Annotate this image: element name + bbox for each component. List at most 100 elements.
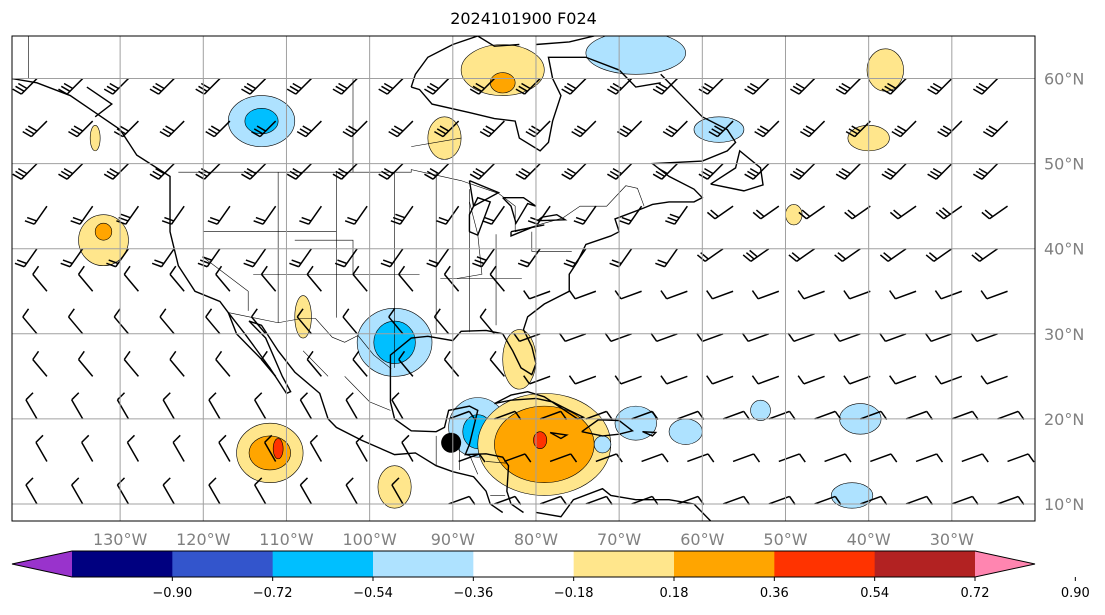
wind-barb: [798, 205, 826, 220]
wind-barb: [169, 350, 185, 377]
wind-barb: [489, 350, 505, 377]
wind-barb: [561, 78, 587, 95]
colorbar-segment: [72, 551, 173, 577]
coastline: [535, 487, 712, 521]
wind-barb: [71, 477, 84, 505]
anomaly-region: [830, 482, 874, 509]
wind-barb: [797, 290, 825, 300]
political-border: [302, 350, 329, 377]
wind-barb: [205, 120, 231, 138]
wind-barb: [972, 78, 999, 95]
wind-barb: [159, 120, 185, 138]
political-border: [531, 231, 572, 252]
wind-barb: [390, 205, 414, 225]
wind-barb: [424, 78, 450, 95]
political-border: [486, 461, 507, 464]
wind-barb: [814, 495, 842, 506]
wind-barb: [434, 120, 460, 138]
wind-barb: [741, 332, 770, 343]
colorbar-tick-label: 0.54: [860, 586, 889, 601]
wind-barb: [568, 290, 597, 300]
anomaly-region: [866, 48, 904, 92]
wind-barb: [778, 453, 806, 463]
coastline: [535, 36, 595, 46]
wind-barb: [641, 453, 669, 463]
wind-barb: [905, 495, 934, 506]
gridline-layer: [12, 36, 1035, 521]
wind-barb: [67, 308, 84, 335]
wind-barb: [905, 410, 934, 420]
colorbar-tick-label: −0.90: [152, 586, 192, 601]
anomaly-region: [460, 44, 545, 96]
longitude-label: 110°W: [259, 530, 314, 549]
wind-barb: [835, 78, 861, 95]
wind-barb: [113, 308, 130, 335]
wind-barb: [103, 163, 129, 180]
longitude-label: 90°W: [431, 530, 475, 549]
wind-barb: [208, 392, 221, 420]
wind-barb: [881, 163, 907, 180]
wind-barb: [961, 453, 989, 463]
wind-barb: [568, 375, 597, 385]
wind-barb: [523, 375, 551, 385]
wind-barb: [116, 392, 130, 420]
anomaly-region: [89, 125, 101, 152]
wind-barb: [970, 332, 998, 343]
longitude-label: 70°W: [597, 530, 641, 549]
wind-barb: [997, 495, 1025, 506]
latitude-label: 60°N: [1044, 70, 1084, 89]
wind-barb: [448, 410, 476, 420]
political-border: [294, 239, 354, 275]
anomaly-region: [785, 204, 803, 226]
coastline: [477, 36, 520, 47]
wind-barb: [751, 375, 780, 385]
wind-barb: [264, 434, 277, 462]
wind-barb: [860, 495, 888, 506]
wind-barb: [788, 248, 816, 262]
wind-barb: [77, 265, 94, 292]
wind-barb: [345, 477, 358, 505]
latitude-label: 50°N: [1044, 155, 1084, 174]
wind-barb: [982, 120, 1009, 138]
wind-barb: [504, 453, 532, 463]
colorbar-tick-label: −0.18: [554, 586, 594, 601]
wind-barb: [972, 163, 999, 180]
wind-barb: [309, 434, 323, 462]
wind-barb: [515, 163, 541, 180]
wind-barb: [744, 163, 770, 180]
wind-barb: [706, 375, 734, 385]
latitude-labels: 60°N 50°N 40°N 30°N 20°N 10°N: [1044, 70, 1084, 514]
wind-barb: [824, 453, 852, 463]
wind-barb: [513, 332, 541, 343]
wind-barb: [799, 120, 826, 138]
wind-barb: [744, 78, 770, 95]
wind-barb: [614, 375, 642, 385]
colorbar-tick-label: 0.90: [1061, 586, 1090, 601]
wind-barb: [742, 248, 770, 262]
wind-barb: [448, 495, 476, 506]
wind-barb: [391, 477, 404, 505]
wind-barb: [149, 163, 175, 180]
wind-barb: [891, 120, 917, 138]
wind-barb: [77, 350, 94, 377]
wind-barb: [494, 495, 522, 506]
colorbar-extend-high: [975, 551, 1035, 577]
wind-barb: [260, 350, 277, 377]
wind-barb: [561, 163, 587, 180]
colorbar-segment: [674, 551, 775, 577]
longitude-label: 40°W: [847, 530, 891, 549]
anomaly-region: [94, 222, 113, 241]
wind-barb: [971, 248, 999, 262]
wind-barb: [479, 120, 505, 138]
longitude-labels: 130°W 120°W 110°W 100°W 90°W 80°W 70°W 60°W 50°W…: [93, 530, 974, 549]
wind-barb: [655, 248, 678, 268]
coastline: [468, 180, 501, 208]
wind-barb: [677, 410, 705, 420]
coastline: [549, 431, 569, 440]
latitude-label: 10°N: [1044, 495, 1084, 514]
anomaly-region: [593, 435, 612, 454]
wind-barb: [706, 205, 734, 220]
wind-barb: [254, 392, 267, 420]
wind-barb: [401, 434, 414, 462]
wind-barb: [391, 392, 404, 420]
